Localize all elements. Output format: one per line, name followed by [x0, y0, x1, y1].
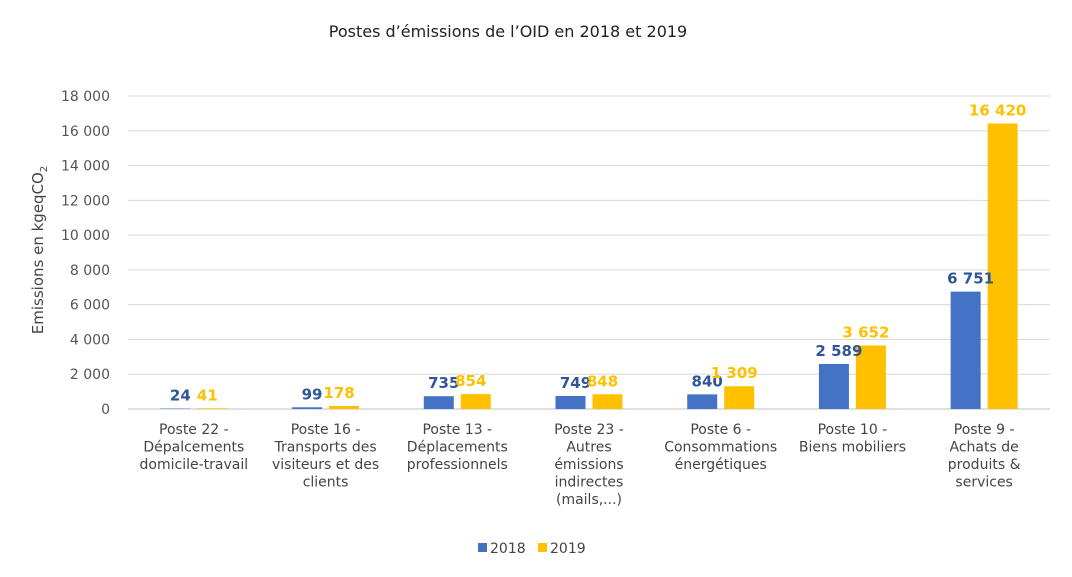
data-label-2018: 749 — [560, 374, 591, 392]
data-label-2018: 840 — [692, 372, 723, 390]
bar-2019 — [855, 345, 886, 409]
x-category-label: Poste 22 - Dépalcements domicile-travail — [140, 422, 249, 473]
x-category-line: Poste 16 - — [291, 422, 361, 438]
bars — [160, 123, 1018, 410]
bar-2018 — [950, 291, 981, 409]
bar-2019 — [460, 394, 491, 409]
x-category-line: professionnels — [407, 457, 508, 473]
x-category-line: Poste 6 - — [690, 422, 751, 438]
bar-2019 — [197, 408, 228, 409]
x-category-line: Biens mobiliers — [799, 440, 906, 456]
data-label-2019: 3 652 — [842, 323, 889, 341]
y-tick-label: 10 000 — [61, 228, 110, 244]
y-tick-label: 14 000 — [61, 159, 110, 175]
x-category-label: Poste 6 - Consommations énergétiques — [664, 422, 777, 473]
legend-swatch-2019 — [538, 543, 547, 552]
x-category-label: Poste 10 - Biens mobiliers — [799, 422, 906, 456]
data-label-2018: 24 — [170, 387, 191, 405]
x-category-label: Poste 16 - Transports des visiteurs et des… — [272, 422, 379, 491]
data-label-2018: 2 589 — [815, 342, 862, 360]
bar-2018 — [687, 394, 718, 409]
x-axis-categories: Poste 22 -Dépalcements domicile-travailPo… — [140, 422, 1021, 508]
y-tick-label: 4 000 — [70, 332, 110, 348]
x-category-line: services — [955, 475, 1012, 491]
x-category-line: Poste 13 - — [422, 422, 492, 438]
y-tick-label: 2 000 — [70, 367, 110, 383]
x-category-line: domicile-travail — [140, 457, 249, 473]
legend-label-2018: 2018 — [490, 541, 526, 557]
data-label-2018: 99 — [302, 385, 323, 403]
y-axis-label-subscript: 2 — [39, 166, 50, 172]
x-category-line: Poste 9 - — [954, 422, 1015, 438]
x-category-line: énergétiques — [675, 457, 767, 473]
legend-label-2019: 2019 — [550, 541, 586, 557]
x-category-line: Achats de — [950, 440, 1019, 456]
chart-title: Postes d’émissions de l’OID en 2018 et 2… — [329, 22, 687, 41]
y-tick-label: 12 000 — [61, 193, 110, 209]
y-tick-label: 16 000 — [61, 124, 110, 140]
gridlines — [128, 95, 1050, 410]
x-category-label: Poste 13 - Déplacements professionnels — [407, 422, 508, 473]
data-labels: 24 99 735 749 840 2 589 6 751 41 178 854 848 1 309 3… — [170, 101, 1026, 404]
legend-swatch-2018 — [478, 543, 487, 552]
x-category-line: indirectes — [555, 475, 624, 491]
data-label-2019: 178 — [323, 384, 354, 402]
y-tick-label: 18 000 — [61, 89, 110, 105]
data-label-2019: 16 420 — [969, 101, 1026, 119]
x-category-label: Poste 9 - Achats de produits & services — [948, 422, 1021, 491]
x-category-line: Poste 22 - — [159, 422, 229, 438]
x-category-line: Poste 23 - — [554, 422, 624, 438]
bar-2019 — [592, 394, 623, 409]
x-category-line: produits & — [948, 457, 1021, 473]
bar-2018 — [818, 363, 849, 409]
x-category-line: Autres — [566, 440, 611, 456]
x-category-line: Transports des — [273, 440, 376, 456]
x-category-line: Dépalcements — [143, 440, 244, 456]
y-axis-label: Emissions en kgeqCO2 — [29, 166, 50, 334]
legend: 2018 2019 — [478, 541, 586, 557]
y-axis-label-main: Emissions en kgeqCO — [29, 172, 47, 334]
data-label-2018: 6 751 — [947, 270, 994, 288]
bar-2019 — [329, 405, 360, 409]
x-category-label: Poste 23 - Autres émissions indirectes (mail… — [554, 422, 624, 508]
data-label-2019: 848 — [587, 372, 618, 390]
y-tick-label: 8 000 — [70, 263, 110, 279]
bar-2019 — [987, 123, 1018, 410]
data-label-2018: 735 — [428, 374, 459, 392]
x-category-line: visiteurs et des — [272, 457, 379, 473]
data-label-2019: 41 — [197, 386, 218, 404]
data-label-2019: 1 309 — [711, 364, 758, 382]
y-tick-label: 0 — [101, 402, 110, 418]
x-category-line: Consommations — [664, 440, 777, 456]
x-category-line: (mails,...) — [556, 492, 622, 508]
bar-2019 — [724, 386, 755, 409]
bar-2018 — [292, 407, 323, 409]
x-category-line: Poste 10 - — [818, 422, 888, 438]
bar-2018 — [423, 396, 454, 409]
x-category-line: émissions — [554, 457, 623, 473]
y-axis-ticks: 0 2 000 4 000 6 000 8 000 10 000 12 000 14 000 1… — [61, 89, 110, 418]
x-category-line: clients — [303, 475, 349, 491]
data-label-2019: 854 — [455, 372, 486, 390]
y-tick-label: 6 000 — [70, 298, 110, 314]
x-category-line: Déplacements — [407, 440, 508, 456]
bar-2018 — [555, 395, 586, 409]
